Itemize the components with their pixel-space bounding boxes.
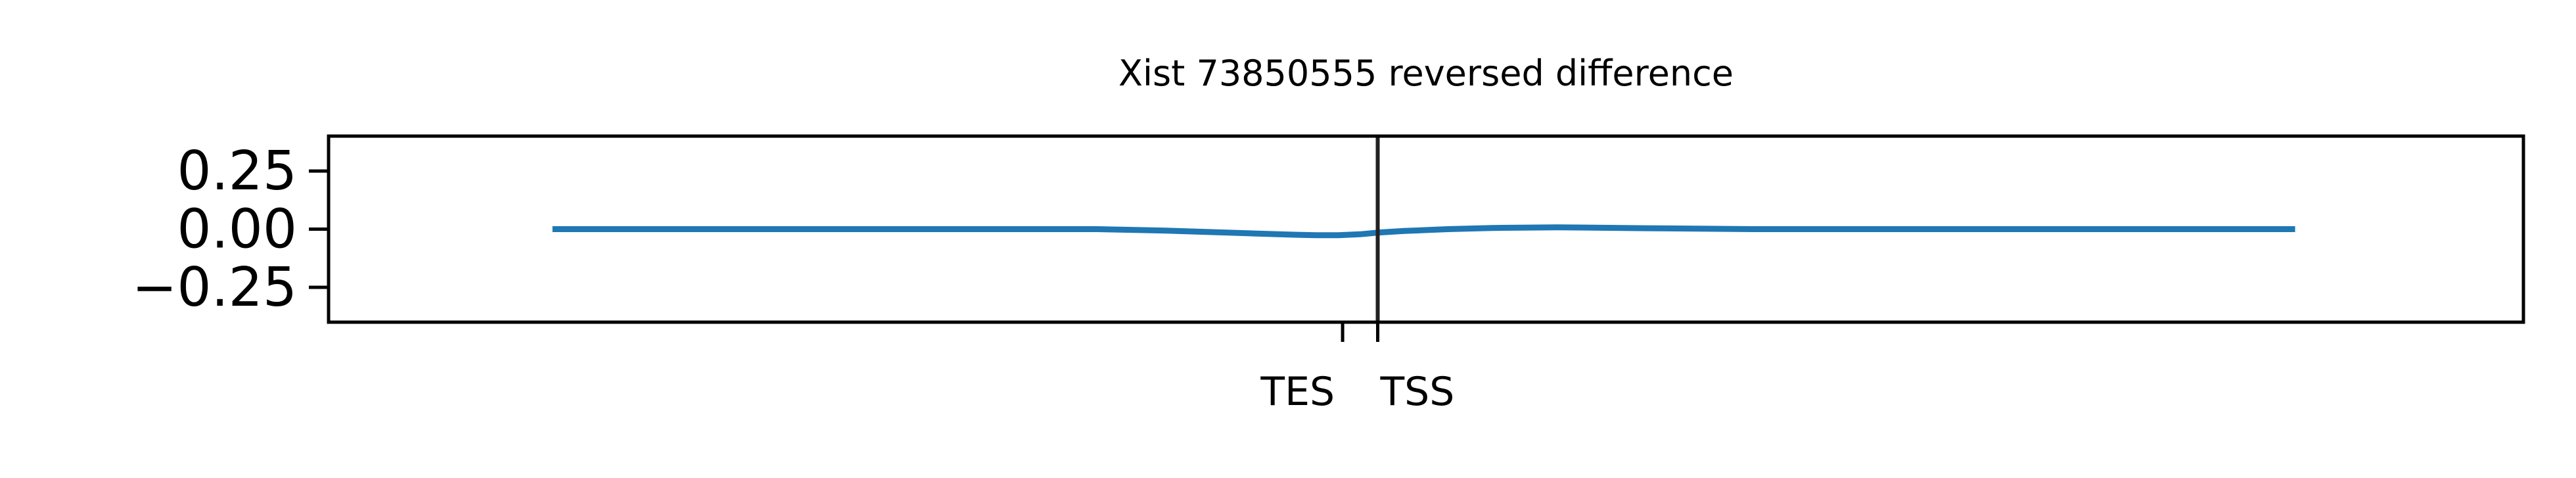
y-tick-label-2: −0.25 <box>132 256 297 319</box>
x-tick-label-tes: TES <box>1260 369 1335 415</box>
y-tick-label-1: 0.00 <box>177 199 297 261</box>
y-tick-label-0: 0.25 <box>177 140 297 203</box>
x-tick-label-tss: TSS <box>1380 369 1455 415</box>
plot-area: 0.250.00−0.25 TES TSS <box>132 134 2525 415</box>
series-line-0 <box>552 224 2295 239</box>
chart-title: Xist 73850555 reversed difference <box>1118 53 1734 94</box>
